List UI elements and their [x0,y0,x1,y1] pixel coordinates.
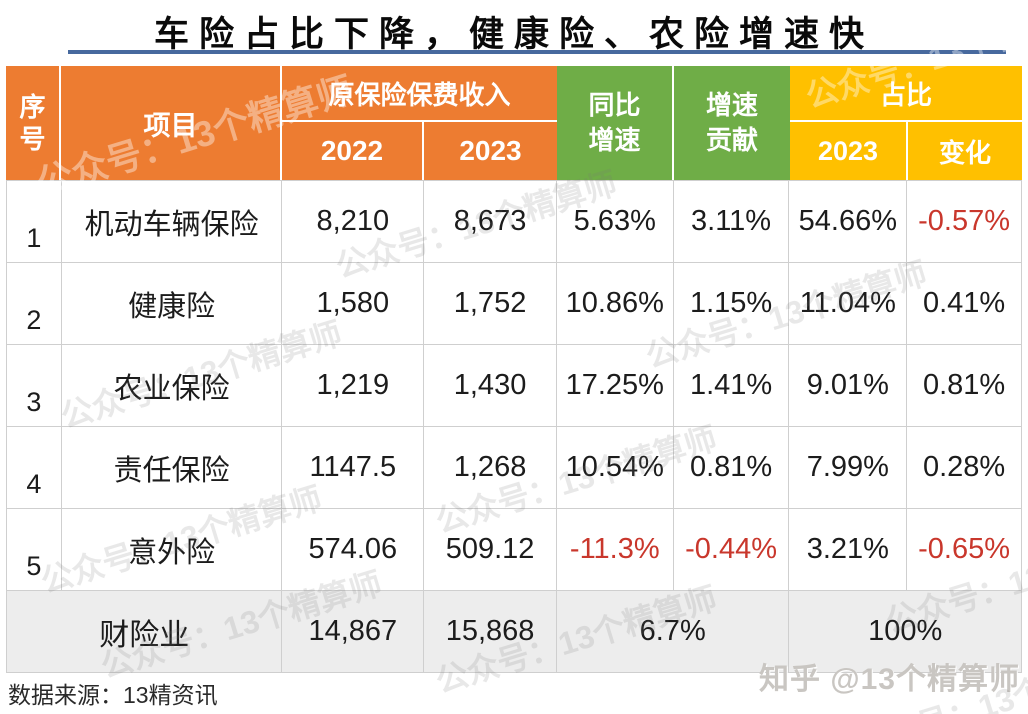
row-item: 机动车辆保险 [62,181,283,262]
row-premium-2022: 8,210 [282,181,425,262]
row-premium-2023: 1,430 [424,345,557,426]
row-no: 3 [7,345,62,426]
row-share-change: 0.41% [922,287,1006,319]
row-premium-2023: 1,752 [424,263,557,344]
data-source-credit: 数据来源：13精资讯 [8,682,218,708]
table-row: 4 责任保险 1147.5 1,268 10.54% 0.81% 7.99% 0… [6,427,1022,509]
header-item: 项目 [61,66,282,180]
table-row: 3 农业保险 1,219 1,430 17.25% 1.41% 9.01% 0.… [6,345,1022,427]
row-share: 3.21% [789,509,908,590]
table-body: 1 机动车辆保险 8,210 8,673 5.63% 3.11% 54.66% … [6,180,1022,673]
row-premium-2022: 1147.5 [282,427,425,508]
zhihu-author-credit: 知乎 @13个精算师 [759,663,1020,696]
row-premium-2022: 1,580 [282,263,425,344]
row-yoy: -11.3% [557,509,674,590]
row-no: 1 [7,181,62,262]
header-yoy-growth: 同比增速 [557,66,674,180]
header-premium-group: 原保险保费收入 2022 2023 [282,66,557,180]
table-row: 5 意外险 574.06 509.12 -11.3% -0.44% 3.21% … [6,509,1022,591]
row-contribution: -0.44% [674,509,790,590]
row-contribution: 1.41% [674,345,790,426]
row-share: 11.04% [789,263,908,344]
row-share: 7.99% [789,427,908,508]
header-share-label: 占比 [790,66,1022,122]
row-yoy: 17.25% [557,345,674,426]
row-premium-2022: 1,219 [282,345,425,426]
table-total-row: 财险业 14,867 15,868 6.7% 100% [6,591,1022,673]
row-no: 4 [7,427,62,508]
total-premium-2022: 14,867 [282,591,425,672]
row-item: 意外险 [62,509,283,590]
row-contribution: 1.15% [674,263,790,344]
row-contribution: 3.11% [674,181,790,262]
row-no: 5 [7,509,62,590]
row-item: 责任保险 [62,427,283,508]
header-growth-contribution: 增速贡献 [674,66,790,180]
row-share-change: -0.57% [918,205,1011,237]
row-no: 2 [7,263,62,344]
row-item: 农业保险 [62,345,283,426]
header-share-group: 占比 2023 变化 [790,66,1022,180]
row-share-change: 0.28% [922,451,1006,483]
row-item: 健康险 [62,263,283,344]
row-premium-2023: 8,673 [424,181,557,262]
total-yoy: 6.7% [557,591,790,672]
row-share: 9.01% [789,345,908,426]
header-premium-label: 原保险保费收入 [282,66,557,122]
row-premium-2022: 574.06 [282,509,425,590]
row-premium-2023: 1,268 [424,427,557,508]
row-premium-2023: 509.12 [424,509,557,590]
row-yoy: 5.63% [557,181,674,262]
row-yoy: 10.54% [557,427,674,508]
total-share: 100% [868,615,943,647]
total-premium-2023: 15,868 [424,591,557,672]
header-no: 序号 [6,66,61,180]
header-premium-2023: 2023 [459,135,522,166]
header-share-change: 变化 [938,137,991,168]
table-row: 2 健康险 1,580 1,752 10.86% 1.15% 11.04% 0.… [6,263,1022,345]
total-item: 财险业 [7,591,283,672]
table-row: 1 机动车辆保险 8,210 8,673 5.63% 3.11% 54.66% … [6,181,1022,263]
row-share: 54.66% [789,181,908,262]
header-premium-2022: 2022 [282,122,424,180]
row-contribution: 0.81% [674,427,790,508]
table-header: 序号 项目 原保险保费收入 2022 2023 同比增速 增速贡献 占比 202… [6,66,1022,180]
row-share-change: -0.65% [918,533,1011,565]
premium-table: 序号 项目 原保险保费收入 2022 2023 同比增速 增速贡献 占比 202… [6,66,1022,673]
header-share-2023: 2023 [790,122,908,180]
title-underline [68,50,1006,54]
row-yoy: 10.86% [557,263,674,344]
page-title: 车险占比下降，健康险、农险增速快 [153,15,874,54]
row-share-change: 0.81% [922,369,1006,401]
